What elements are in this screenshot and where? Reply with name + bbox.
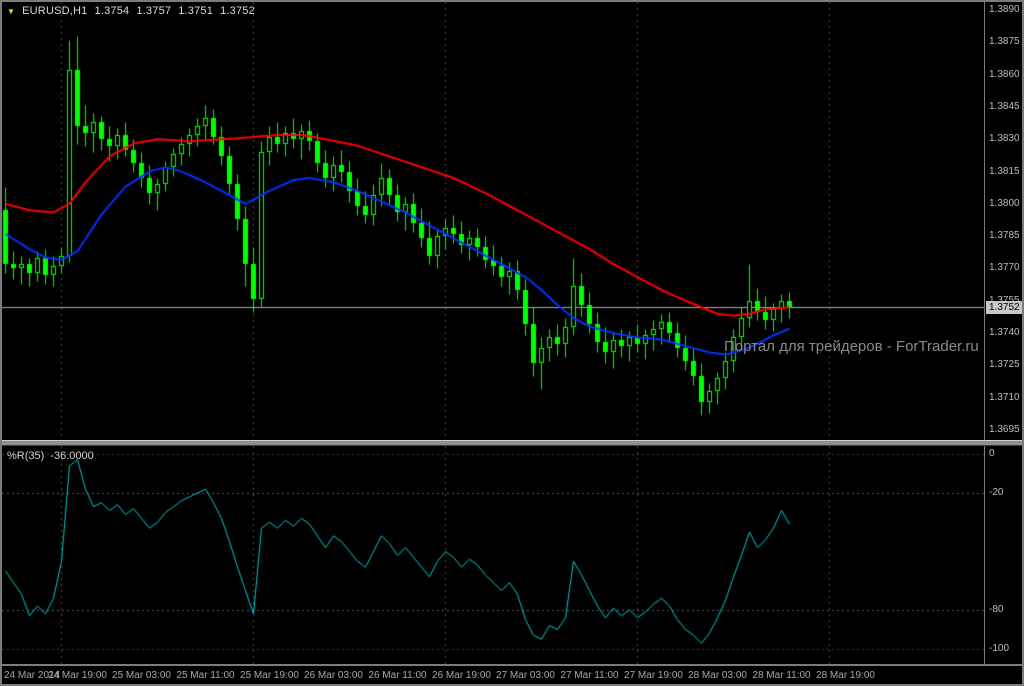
price-axis-label: 1.3875 bbox=[989, 36, 1020, 48]
indicator-header: %R(35) -36.0000 bbox=[7, 450, 94, 462]
time-axis[interactable]: 24 Mar 2014 24 Mar 19:00 25 Mar 03:00 25 Ma… bbox=[2, 664, 1022, 684]
indicator-canvas[interactable] bbox=[2, 446, 984, 664]
time-axis-label: 25 Mar 11:00 bbox=[176, 670, 235, 681]
price-axis-label: 1.3710 bbox=[989, 391, 1020, 403]
price-axis-label: 1.3755 bbox=[989, 295, 1020, 307]
indicator-name: %R(35) bbox=[7, 450, 45, 462]
time-axis-label: 27 Mar 11:00 bbox=[560, 670, 619, 681]
time-axis-label: 26 Mar 19:00 bbox=[432, 670, 491, 681]
price-axis-label: 1.3725 bbox=[989, 359, 1020, 371]
time-axis-label: 28 Mar 11:00 bbox=[752, 670, 811, 681]
time-axis-label: 24 Mar 2014 bbox=[4, 670, 61, 681]
ohlc-close: 1.3752 bbox=[220, 5, 255, 17]
time-axis-label: 25 Mar 19:00 bbox=[240, 670, 299, 681]
price-axis-label: 1.3890 bbox=[989, 4, 1020, 15]
watermark: Портал для трейдеров - ForTrader.ru bbox=[724, 338, 979, 355]
ohlc-high: 1.3757 bbox=[136, 5, 172, 17]
time-axis-label: 28 Mar 03:00 bbox=[688, 670, 747, 681]
indicator-axis-label: -80 bbox=[989, 604, 1004, 615]
time-axis-label: 24 Mar 19:00 bbox=[48, 670, 107, 681]
price-axis-label: 1.3770 bbox=[989, 262, 1020, 274]
main-chart-canvas[interactable] bbox=[2, 2, 984, 440]
time-axis-label: 26 Mar 11:00 bbox=[368, 670, 427, 681]
price-axis-label: 1.3695 bbox=[989, 424, 1020, 435]
panel-splitter[interactable] bbox=[2, 440, 1022, 446]
indicator-axis-label: 0 bbox=[989, 448, 995, 459]
ohlc-low: 1.3751 bbox=[178, 5, 214, 17]
price-axis-label: 1.3800 bbox=[989, 197, 1020, 209]
current-price-tag: 1.3752 bbox=[986, 301, 1022, 314]
time-axis-label: 27 Mar 19:00 bbox=[624, 670, 683, 681]
indicator-axis-label: -100 bbox=[989, 643, 1010, 654]
indicator-value: -36.0000 bbox=[50, 450, 94, 462]
time-axis-label: 27 Mar 03:00 bbox=[496, 670, 555, 681]
price-axis-label: 1.3830 bbox=[989, 133, 1020, 145]
price-axis-label: 1.3815 bbox=[989, 165, 1020, 177]
time-axis-label: 26 Mar 03:00 bbox=[304, 670, 363, 681]
indicator-axis-label: -20 bbox=[989, 487, 1004, 498]
ohlc-open: 1.3754 bbox=[94, 5, 130, 17]
price-axis-label: 1.3740 bbox=[989, 327, 1020, 339]
time-axis-label: 25 Mar 03:00 bbox=[112, 670, 171, 681]
price-axis-label: 1.3785 bbox=[989, 230, 1020, 242]
time-axis-label: 28 Mar 19:00 bbox=[816, 670, 875, 681]
symbol-period-label: EURUSD,H1 bbox=[22, 5, 88, 17]
symbol-marker-icon: ▼ bbox=[7, 6, 16, 16]
chart-header: ▼ EURUSD,H1 1.3754 1.3757 1.3751 1.3752 bbox=[7, 5, 255, 17]
price-axis-label: 1.3860 bbox=[989, 68, 1020, 80]
price-axis[interactable]: 1.3752 1.3890 1.3875 1.3860 1.3845 1.3830 1.3… bbox=[984, 2, 1022, 664]
price-axis-label: 1.3845 bbox=[989, 100, 1020, 112]
